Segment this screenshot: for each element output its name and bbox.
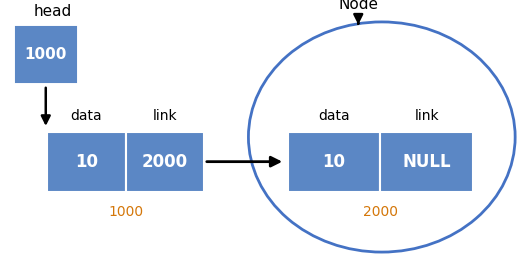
Text: 10: 10	[75, 153, 98, 171]
Text: data: data	[71, 109, 102, 123]
FancyBboxPatch shape	[47, 132, 126, 192]
Text: 2000: 2000	[142, 153, 188, 171]
Text: 2000: 2000	[363, 206, 398, 219]
FancyBboxPatch shape	[126, 132, 204, 192]
Text: link: link	[152, 109, 177, 123]
Text: NULL: NULL	[403, 153, 451, 171]
FancyBboxPatch shape	[288, 132, 381, 192]
Text: link: link	[415, 109, 439, 123]
Text: Node: Node	[338, 0, 378, 12]
Text: 10: 10	[323, 153, 346, 171]
Text: 1000: 1000	[25, 47, 67, 62]
FancyBboxPatch shape	[381, 132, 473, 192]
Text: data: data	[319, 109, 350, 123]
Text: head: head	[34, 4, 72, 19]
Text: 1000: 1000	[108, 206, 143, 219]
FancyBboxPatch shape	[16, 27, 76, 82]
